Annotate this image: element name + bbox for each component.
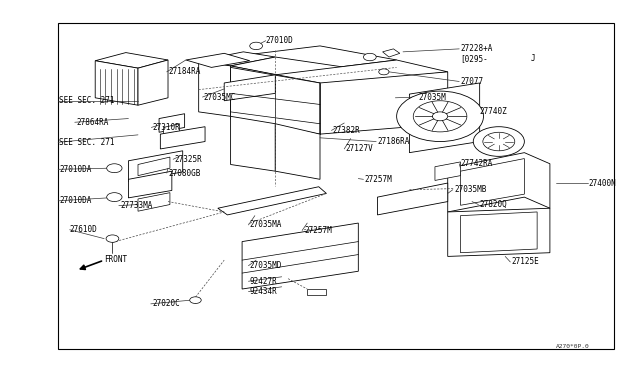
Polygon shape — [198, 52, 275, 66]
Polygon shape — [138, 157, 170, 176]
Circle shape — [413, 101, 467, 132]
Polygon shape — [164, 124, 179, 136]
Circle shape — [107, 164, 122, 173]
Text: 27035MC: 27035MC — [204, 93, 236, 102]
Circle shape — [250, 42, 262, 49]
Polygon shape — [230, 116, 275, 171]
Text: 27257M: 27257M — [365, 175, 392, 184]
Text: 27184RA: 27184RA — [168, 67, 200, 76]
Text: 27733MA: 27733MA — [121, 201, 153, 210]
Text: 27035M: 27035M — [419, 93, 446, 102]
Text: 27080GB: 27080GB — [168, 169, 200, 177]
Text: 27228+A: 27228+A — [461, 44, 493, 53]
Polygon shape — [198, 46, 397, 75]
Circle shape — [379, 69, 389, 75]
Text: [0295-: [0295- — [461, 54, 488, 62]
Bar — [58, 23, 614, 349]
Text: 27820Q: 27820Q — [479, 200, 508, 209]
Text: 27035MA: 27035MA — [250, 221, 282, 230]
Text: 27257M: 27257M — [304, 226, 332, 235]
Text: 27400N: 27400N — [588, 179, 616, 187]
Text: 92427R: 92427R — [250, 277, 278, 286]
Text: 27742RA: 27742RA — [461, 159, 493, 168]
Polygon shape — [378, 183, 448, 215]
Text: 27382R: 27382R — [333, 126, 360, 135]
Text: A270*0P.0: A270*0P.0 — [556, 344, 590, 349]
Text: 27020C: 27020C — [153, 299, 180, 308]
Polygon shape — [410, 83, 479, 153]
Text: 27010DA: 27010DA — [60, 165, 92, 174]
Polygon shape — [95, 61, 138, 105]
Text: 27740Z: 27740Z — [479, 108, 508, 116]
Polygon shape — [383, 49, 400, 57]
Polygon shape — [320, 72, 448, 134]
Polygon shape — [230, 57, 397, 83]
Circle shape — [107, 193, 122, 202]
Polygon shape — [129, 151, 182, 182]
Circle shape — [364, 53, 376, 61]
Circle shape — [106, 235, 119, 242]
Polygon shape — [275, 60, 448, 86]
Text: 27010DA: 27010DA — [60, 196, 92, 205]
Text: J: J — [531, 54, 536, 62]
Polygon shape — [95, 52, 168, 68]
Text: 27125E: 27125E — [511, 257, 540, 266]
Polygon shape — [224, 75, 275, 101]
Polygon shape — [129, 171, 172, 198]
Polygon shape — [461, 212, 537, 253]
Text: 27077: 27077 — [461, 77, 484, 86]
Text: SEE SEC. 271: SEE SEC. 271 — [60, 138, 115, 147]
Circle shape — [483, 132, 515, 151]
Text: 27325R: 27325R — [174, 155, 202, 164]
Polygon shape — [198, 61, 230, 116]
Polygon shape — [448, 208, 550, 256]
Text: 27127V: 27127V — [346, 144, 373, 153]
Polygon shape — [138, 193, 170, 211]
Polygon shape — [307, 289, 326, 295]
Polygon shape — [242, 223, 358, 289]
Text: 27610D: 27610D — [70, 225, 97, 234]
Polygon shape — [461, 158, 524, 205]
Polygon shape — [186, 53, 250, 67]
Polygon shape — [138, 60, 168, 105]
Circle shape — [433, 112, 448, 121]
Text: 27310R: 27310R — [153, 123, 180, 132]
Polygon shape — [159, 114, 184, 132]
Text: 27186RA: 27186RA — [378, 137, 410, 146]
Polygon shape — [161, 127, 205, 149]
Text: FRONT: FRONT — [104, 255, 127, 264]
Circle shape — [189, 297, 201, 304]
Text: 27010D: 27010D — [266, 36, 294, 45]
Polygon shape — [448, 153, 550, 212]
Circle shape — [473, 127, 524, 156]
Circle shape — [397, 91, 483, 141]
Polygon shape — [275, 124, 320, 179]
Polygon shape — [230, 66, 320, 141]
Polygon shape — [230, 67, 320, 134]
Text: 27864RA: 27864RA — [76, 118, 108, 127]
Text: 27035MD: 27035MD — [250, 261, 282, 270]
Polygon shape — [218, 187, 326, 215]
Polygon shape — [435, 162, 461, 180]
Text: 27035MB: 27035MB — [454, 185, 486, 194]
Text: 92434R: 92434R — [250, 287, 278, 296]
Text: SEE SEC. 271: SEE SEC. 271 — [60, 96, 115, 105]
